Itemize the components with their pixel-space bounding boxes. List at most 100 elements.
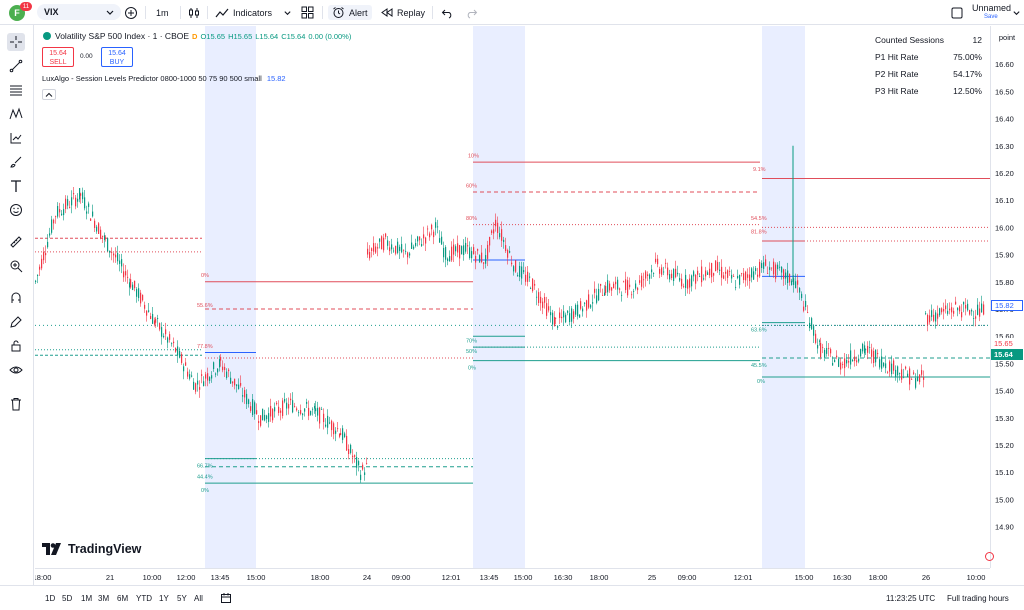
candle-body bbox=[947, 310, 949, 314]
candle-body bbox=[483, 262, 485, 264]
candle-body bbox=[385, 233, 387, 237]
range-all[interactable]: All bbox=[194, 594, 203, 603]
pattern-tool[interactable] bbox=[7, 105, 25, 123]
price-chart[interactable]: 0% 55.6% 77.8% 66.7% 44.4% 0% 10% 60% 80% 70% 50% 0… bbox=[35, 26, 990, 568]
stay-drawing-tool[interactable] bbox=[7, 313, 25, 331]
candle-body bbox=[453, 244, 455, 255]
chart-pane[interactable]: 0% 55.6% 77.8% 66.7% 44.4% 0% 10% 60% 80% 70% 50% 0… bbox=[35, 26, 990, 568]
ohlc-open: O15.65 bbox=[200, 31, 226, 41]
time-tick-label: 18:00 bbox=[869, 573, 888, 582]
candle-body bbox=[979, 308, 981, 317]
lock-tool[interactable] bbox=[7, 337, 25, 355]
templates-chevron[interactable] bbox=[283, 5, 292, 20]
candle-body bbox=[530, 288, 532, 289]
scroll-to-realtime[interactable] bbox=[985, 552, 994, 561]
candle-body bbox=[284, 399, 286, 402]
range-1m[interactable]: 1M bbox=[81, 594, 93, 603]
sell-price: 15.64 bbox=[49, 50, 67, 57]
candle-body bbox=[737, 275, 739, 279]
stats-label: Counted Sessions bbox=[875, 34, 944, 45]
candle-body bbox=[57, 206, 59, 217]
fib-tool[interactable] bbox=[7, 81, 25, 99]
candle-body bbox=[302, 413, 304, 416]
candle-body bbox=[497, 222, 499, 233]
candle-body bbox=[607, 280, 609, 293]
candle-body bbox=[167, 337, 169, 343]
text-tool[interactable] bbox=[7, 177, 25, 195]
replay-button[interactable]: Replay bbox=[380, 5, 425, 20]
interval-button[interactable]: 1m bbox=[156, 5, 169, 20]
candle-body bbox=[136, 289, 138, 297]
candle-body bbox=[939, 308, 941, 316]
candle-body bbox=[234, 378, 236, 386]
candle-body bbox=[983, 304, 985, 315]
undo-button[interactable] bbox=[441, 5, 453, 20]
zoom-tool[interactable] bbox=[7, 257, 25, 275]
candle-body bbox=[185, 362, 187, 366]
candle-body bbox=[791, 280, 793, 286]
range-ytd[interactable]: YTD bbox=[136, 594, 152, 603]
time-axis[interactable]: 18:00 21 10:00 12:00 13:45 15:00 18:00 24 09:00 1… bbox=[35, 568, 990, 585]
range-5d[interactable]: 5D bbox=[62, 594, 73, 603]
candle-body bbox=[749, 274, 751, 281]
layout-name[interactable]: Unnamed Save bbox=[972, 4, 1011, 22]
level-label: 0% bbox=[468, 366, 476, 372]
range-5y[interactable]: 5Y bbox=[177, 594, 187, 603]
candle-body bbox=[951, 307, 953, 313]
range-1d[interactable]: 1D bbox=[45, 594, 56, 603]
candle-body bbox=[862, 343, 864, 352]
candle-body bbox=[369, 252, 371, 259]
candle-body bbox=[609, 283, 611, 291]
utc-clock[interactable]: 11:23:25 UTC bbox=[886, 594, 936, 603]
range-6m[interactable]: 6M bbox=[117, 594, 129, 603]
goto-date-icon[interactable] bbox=[220, 592, 232, 604]
indicators-button[interactable]: Indicators bbox=[215, 5, 272, 20]
symbol-search[interactable]: VIX bbox=[37, 4, 121, 20]
crosshair-tool[interactable] bbox=[7, 33, 25, 51]
candle-body bbox=[538, 292, 540, 303]
emoji-tool[interactable] bbox=[7, 201, 25, 219]
candle-body bbox=[387, 240, 389, 246]
indicator-legend[interactable]: LuxAlgo - Session Levels Predictor 0800-… bbox=[42, 74, 286, 83]
candle-body bbox=[635, 283, 637, 289]
remove-tool[interactable] bbox=[7, 395, 25, 413]
alert-button[interactable]: Alert bbox=[328, 5, 372, 20]
session-mode[interactable]: Full trading hours bbox=[947, 594, 1009, 603]
range-1y[interactable]: 1Y bbox=[159, 594, 169, 603]
candle-body bbox=[312, 408, 314, 410]
indicators-label: Indicators bbox=[233, 7, 273, 18]
candle-body bbox=[787, 270, 789, 283]
collapse-legend-button[interactable] bbox=[42, 89, 56, 100]
eye-icon[interactable] bbox=[42, 31, 52, 41]
candle-body bbox=[171, 343, 173, 345]
price-axis[interactable]: 16.7016.6016.5016.4016.3016.2016.1016.00… bbox=[990, 26, 1024, 568]
range-3m[interactable]: 3M bbox=[98, 594, 110, 603]
buy-button[interactable]: 15.64 BUY bbox=[101, 47, 133, 67]
chart-type-button[interactable] bbox=[187, 5, 201, 20]
candle-body bbox=[82, 192, 84, 200]
price-unit-label[interactable]: point bbox=[991, 31, 1023, 44]
candle-body bbox=[55, 216, 57, 218]
session-badge: D bbox=[192, 31, 198, 41]
candle-body bbox=[69, 206, 71, 208]
candle-body bbox=[455, 246, 457, 252]
ruler-tool[interactable] bbox=[7, 233, 25, 251]
tradingview-logo[interactable]: TradingView bbox=[42, 542, 141, 556]
redo-button[interactable] bbox=[466, 5, 478, 20]
select-checkbox[interactable] bbox=[951, 5, 963, 20]
forecast-tool[interactable] bbox=[7, 129, 25, 147]
trendline-tool[interactable] bbox=[7, 57, 25, 75]
layout-menu-chevron[interactable] bbox=[1012, 5, 1021, 20]
magnet-tool[interactable] bbox=[7, 289, 25, 307]
candle-body bbox=[546, 303, 548, 316]
candle-body bbox=[953, 310, 955, 314]
compare-button[interactable] bbox=[124, 5, 138, 20]
brush-tool[interactable] bbox=[7, 153, 25, 171]
candle-body bbox=[809, 322, 811, 329]
sell-button[interactable]: 15.64 SELL bbox=[42, 47, 74, 67]
hide-tool[interactable] bbox=[7, 361, 25, 379]
candle-body bbox=[881, 356, 883, 369]
candle-body bbox=[567, 310, 569, 313]
layout-button[interactable] bbox=[301, 5, 314, 20]
redo-icon bbox=[467, 9, 478, 18]
